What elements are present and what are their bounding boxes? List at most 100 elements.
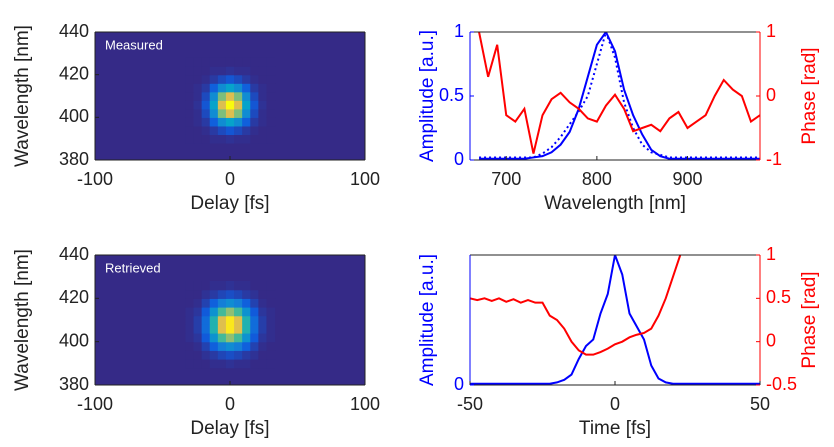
x-axis-label: Wavelength [nm] [544, 193, 686, 214]
heatmap-cell [225, 341, 235, 351]
heatmap-cell [250, 341, 259, 351]
heatmap-cell [234, 307, 243, 317]
heatmap-cell [225, 281, 235, 291]
heatmap-cell [193, 350, 203, 360]
heatmap-cell [185, 108, 195, 118]
heatmap-cell [258, 66, 268, 76]
heatmap-cell [266, 83, 276, 93]
y2-tick-label: 1 [766, 244, 776, 264]
heatmap-cell [234, 315, 243, 325]
heatmap-cell [258, 125, 268, 135]
heatmap-cell [242, 324, 251, 334]
heatmap-cell [258, 359, 268, 369]
heatmap-cell [242, 134, 251, 144]
heatmap-cell [225, 298, 235, 308]
heatmap-cell [185, 359, 195, 369]
heatmap-cell [266, 108, 276, 118]
heatmap-cell [234, 91, 243, 101]
heatmap-cell [185, 333, 195, 343]
heatmap-cell [266, 134, 276, 144]
heatmap-cell [185, 117, 195, 127]
heatmap-cell [250, 359, 259, 369]
y-tick-label: 380 [59, 374, 89, 394]
y-tick-label: 0 [454, 374, 464, 394]
heatmap-cell [242, 307, 251, 317]
y-tick-label: 400 [59, 330, 89, 350]
y-tick-label: 1 [454, 21, 464, 41]
heatmap-cell [234, 83, 243, 93]
heatmap-cell [258, 324, 268, 334]
x-axis-label: Time [fs] [579, 418, 651, 439]
heatmap-cell [209, 108, 219, 118]
heatmap-cell [242, 315, 251, 325]
heatmap-cell [258, 315, 268, 325]
heatmap-cell [193, 333, 203, 343]
heatmap-cell [185, 134, 195, 144]
heatmap-cell [201, 91, 211, 101]
heatmap-cell [185, 324, 195, 334]
heatmap-cell [234, 125, 243, 135]
heatmap-cell [242, 108, 251, 118]
heatmap-cell [185, 281, 195, 291]
heatmap-cell [193, 66, 203, 76]
heatmap-cell [201, 125, 211, 135]
heatmap-cell [234, 134, 243, 144]
heatmap-cell [201, 341, 211, 351]
x-tick-label: 800 [582, 169, 612, 189]
heatmap-cell [185, 83, 195, 93]
heatmap-cell [217, 359, 227, 369]
heatmap-cell [266, 324, 276, 334]
heatmap-cell [266, 117, 276, 127]
series-line [479, 32, 760, 160]
heatmap-cell [234, 281, 243, 291]
heatmap-cell [234, 74, 243, 84]
heatmap-cell [201, 281, 211, 291]
heatmap-cell [250, 315, 259, 325]
heatmap-cell [185, 350, 195, 360]
heatmap-cell [225, 117, 235, 127]
heatmap-cell [234, 57, 243, 67]
heatmap-cell [242, 281, 251, 291]
heatmap-cell [242, 74, 251, 84]
heatmap-cell [242, 359, 251, 369]
heatmap-cell [258, 74, 268, 84]
heatmap-cell [201, 117, 211, 127]
heatmap-cell [209, 298, 219, 308]
heatmap-cell [193, 134, 203, 144]
heatmap-cell [193, 100, 203, 110]
heatmap-cell [242, 298, 251, 308]
heatmap-cell [209, 83, 219, 93]
plot-area [95, 32, 365, 160]
heatmap-cell [217, 315, 227, 325]
heatmap-cell [250, 298, 259, 308]
heatmap-cell [258, 117, 268, 127]
series-line [479, 32, 760, 159]
heatmap-cell [185, 91, 195, 101]
heatmap-cell [234, 341, 243, 351]
heatmap-cell [185, 74, 195, 84]
y-axis-label: Wavelength [nm] [12, 25, 33, 167]
heatmap-cell [209, 57, 219, 67]
heatmap-cell [217, 341, 227, 351]
heatmap-cell [193, 57, 203, 67]
y2-tick-label: 0.5 [766, 287, 791, 307]
heatmap-cell [225, 333, 235, 343]
heatmap-cell [209, 359, 219, 369]
heatmap-cell [250, 350, 259, 360]
heatmap-cell [217, 333, 227, 343]
heatmap-cell [209, 289, 219, 299]
heatmap-cell [250, 333, 259, 343]
x-tick-label: 0 [610, 394, 620, 414]
heatmap-cell [250, 307, 259, 317]
heatmap-cell [250, 324, 259, 334]
y-tick-label: 440 [59, 21, 89, 41]
heatmap-cell [185, 307, 195, 317]
heatmap-cell [185, 298, 195, 308]
heatmap-cell [201, 289, 211, 299]
heatmap-cell [217, 83, 227, 93]
y2-axis-label: Phase [rad] [799, 271, 820, 368]
y-tick-label: 420 [59, 287, 89, 307]
heatmap-cell [185, 66, 195, 76]
heatmap-cell [217, 66, 227, 76]
